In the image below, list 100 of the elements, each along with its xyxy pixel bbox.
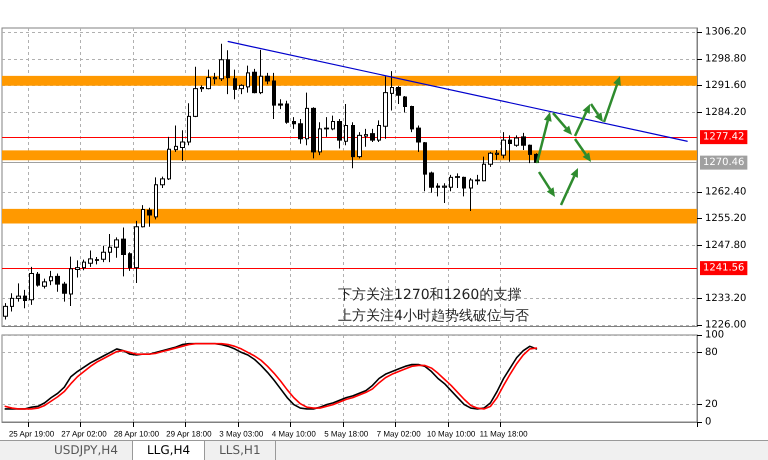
candlestick xyxy=(449,174,453,192)
x-tick-label: 7 May 02:00 xyxy=(376,430,422,438)
candlestick xyxy=(193,66,198,118)
x-tick-label: 25 Apr 19:00 xyxy=(8,430,55,438)
candlestick xyxy=(226,50,230,95)
candlestick xyxy=(69,256,73,307)
candlestick xyxy=(324,116,329,138)
candlestick xyxy=(482,156,486,182)
candlestick xyxy=(252,68,257,94)
candlestick xyxy=(108,234,112,263)
candlestick xyxy=(265,72,270,85)
candlestick xyxy=(3,302,8,320)
candlestick xyxy=(462,176,466,197)
y-tick-label: 1298.80 xyxy=(705,54,746,65)
candlestick xyxy=(311,106,316,159)
y-tick-label: 1306.20 xyxy=(705,26,746,38)
candlestick xyxy=(121,226,126,277)
candlestick xyxy=(75,260,80,278)
candlestick xyxy=(42,278,47,289)
x-tick-label: 29 Apr 18:00 xyxy=(166,430,212,438)
candlestick xyxy=(154,176,158,220)
candlestick xyxy=(390,70,394,112)
line-series xyxy=(4,342,538,410)
candlestick xyxy=(528,144,532,164)
candlestick xyxy=(160,176,165,189)
candlestick xyxy=(423,141,427,192)
candlestick xyxy=(416,125,421,152)
candlestick xyxy=(364,128,368,148)
candlestick xyxy=(200,84,204,92)
candlestick xyxy=(521,132,526,151)
candlestick xyxy=(174,125,178,152)
candlestick xyxy=(95,256,99,265)
y-tick-label: 100 xyxy=(705,330,724,340)
candlestick xyxy=(305,92,309,146)
candlestick xyxy=(298,118,303,144)
candlestick xyxy=(469,178,473,212)
candlestick xyxy=(514,134,519,148)
candlestick xyxy=(16,282,21,302)
candlestick xyxy=(436,182,440,197)
candlestick xyxy=(114,236,119,258)
x-tick-label: 4 May 10:00 xyxy=(272,430,316,438)
candlestick xyxy=(501,132,506,159)
y-tick-label: 20 xyxy=(705,399,718,410)
candlestick xyxy=(82,259,86,271)
candlestick xyxy=(141,204,145,228)
candlestick xyxy=(403,95,407,113)
candlestick xyxy=(147,207,152,228)
candlestick xyxy=(370,128,375,142)
y-tick-label: 1291.60 xyxy=(705,80,746,91)
x-tick-label: 3 May 03:00 xyxy=(219,430,264,438)
x-tick-label: 10 May 10:00 xyxy=(426,430,476,438)
candlestick xyxy=(285,100,289,124)
candlestick xyxy=(508,134,512,162)
candlestick xyxy=(396,86,401,104)
candlestick xyxy=(344,103,348,146)
candlestick xyxy=(331,115,335,131)
y-tick-label: 1262.40 xyxy=(705,186,746,198)
candlestick xyxy=(29,266,34,306)
x-tick-label: 5 May 18:00 xyxy=(324,430,369,438)
ref-line-label: 1270.46 xyxy=(703,157,744,168)
candlestick xyxy=(128,252,132,272)
candlestick xyxy=(377,120,381,142)
candlestick xyxy=(62,281,67,302)
candlestick xyxy=(475,174,480,186)
candlestick xyxy=(55,272,60,292)
candlestick xyxy=(495,150,499,160)
y-tick-label: 1284.20 xyxy=(705,106,746,118)
candlestick xyxy=(278,98,283,110)
annotation: 下方关注1270和1260的支撑 xyxy=(338,287,522,303)
text: LLS,H1 xyxy=(205,441,276,460)
candlestick xyxy=(383,76,388,140)
candlestick xyxy=(272,72,276,120)
y-tick-label: 80 xyxy=(705,346,718,358)
ref-line-label: 1241.56 xyxy=(703,262,744,274)
candlestick xyxy=(429,171,434,194)
y-tick-label: 0 xyxy=(705,416,712,428)
x-tick-label: 28 Apr 10:00 xyxy=(114,430,160,438)
candlestick xyxy=(488,151,493,168)
candlestick xyxy=(292,116,296,130)
candlestick xyxy=(134,220,139,284)
candlestick xyxy=(259,49,263,95)
candlestick xyxy=(357,132,362,159)
candlestick xyxy=(101,245,106,263)
annotation: 上方关注4小时趋势线破位与否 xyxy=(338,308,529,324)
x-tick-label: 11 May 18:00 xyxy=(480,430,528,438)
candlestick xyxy=(442,182,447,204)
text: USDJPY,H4 xyxy=(40,441,133,460)
candlestick xyxy=(455,172,460,189)
candlestick xyxy=(239,84,244,95)
candlestick xyxy=(233,69,237,100)
x-tick-label: 27 Apr 02:00 xyxy=(61,430,108,438)
candlestick xyxy=(88,250,93,268)
candlestick xyxy=(10,292,14,312)
candlestick xyxy=(180,130,185,162)
candlestick xyxy=(351,122,355,169)
candlestick xyxy=(206,69,211,90)
text: LLG,H4 xyxy=(132,441,206,460)
y-tick-label: 1226.00 xyxy=(705,320,746,330)
candlestick xyxy=(36,272,40,288)
candlestick xyxy=(219,43,224,82)
